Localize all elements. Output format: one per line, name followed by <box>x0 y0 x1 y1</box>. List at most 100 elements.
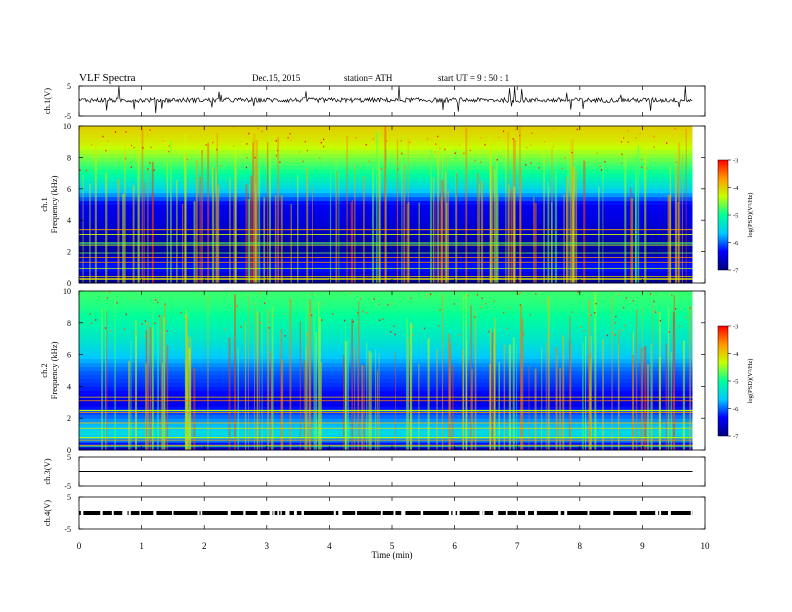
spectrogram-speckle <box>385 139 388 142</box>
sferic-streak <box>441 179 444 283</box>
spectrogram-speckle <box>480 306 483 309</box>
spectrogram-band <box>79 382 693 387</box>
spectrogram-speckle <box>322 138 325 141</box>
spectrogram-speckle <box>373 298 375 300</box>
x-tick-label: 8 <box>578 541 583 551</box>
sferic-streak <box>436 349 438 450</box>
colorbar-tick-label: -6 <box>733 240 739 247</box>
start-time-label: start UT = 9 : 50 : 1 <box>438 73 510 83</box>
ch4-pulse-gap <box>302 510 304 516</box>
spectrogram-speckle <box>219 165 222 167</box>
sferic-streak <box>685 128 687 283</box>
spectrogram-speckle <box>671 294 673 296</box>
spectrogram-speckle <box>571 311 573 313</box>
sferic-streak <box>299 321 301 450</box>
y-tick-label: 5 <box>67 493 71 502</box>
sferic-streak <box>162 362 163 450</box>
spectrogram-speckle <box>625 297 627 299</box>
colorbar-label: log(PSD)(V²/Hz) <box>747 193 754 238</box>
sferic-streak <box>319 317 321 450</box>
sferic-streak <box>297 174 299 283</box>
spectrogram-band <box>79 350 693 356</box>
spectrogram-speckle <box>427 138 429 140</box>
spectrogram-speckle <box>480 161 482 163</box>
spectrogram-speckle <box>596 152 598 154</box>
spectrogram-speckle <box>186 158 188 161</box>
spectrogram-speckle <box>623 137 625 139</box>
x-tick-label: 7 <box>515 541 520 551</box>
sferic-streak <box>401 134 403 283</box>
spectrogram-band <box>79 418 693 423</box>
y-tick-label: 10 <box>63 122 71 131</box>
spectrogram-speckle <box>254 303 256 305</box>
sferic-streak <box>569 340 571 450</box>
spectrogram-speckle <box>641 166 643 169</box>
spectrogram-speckle <box>526 146 528 149</box>
sferic-streak <box>216 133 218 283</box>
spectrogram-speckle <box>201 151 203 153</box>
ch4-pulse-gap <box>197 510 200 516</box>
sferic-streak <box>114 295 116 450</box>
x-tick-label: 6 <box>452 541 457 551</box>
sferic-streak <box>435 201 437 283</box>
sferic-streak <box>157 317 159 450</box>
y-tick-label: 4 <box>67 382 71 391</box>
ch4-pulse-gap <box>610 510 614 516</box>
sferic-streak <box>336 170 338 283</box>
sferic-streak <box>147 321 149 450</box>
sferic-streak <box>396 139 399 283</box>
ch4-axis-label: ch.4(V) <box>42 500 52 526</box>
spectrogram-band <box>79 446 693 451</box>
spectrogram-speckle <box>332 313 334 315</box>
ch4-pulse-gap <box>273 510 275 516</box>
spectrogram-band <box>79 291 693 296</box>
sferic-streak <box>176 179 178 283</box>
ch4-pulse-gap <box>257 510 261 516</box>
spectrogram-speckle <box>246 143 248 145</box>
sferic-streak <box>462 349 465 450</box>
spectrogram-speckle <box>351 292 353 295</box>
spectrogram-speckle <box>79 169 81 171</box>
ch4-pulse-gap <box>659 510 662 516</box>
sferic-streak <box>478 183 480 283</box>
spectrogram-band <box>79 370 693 375</box>
x-tick-label: 2 <box>202 541 207 551</box>
sferic-streak <box>406 318 409 450</box>
sferic-streak <box>672 312 675 450</box>
spectrogram-speckle <box>319 303 321 305</box>
spectrogram-speckle <box>439 309 441 311</box>
sferic-streak <box>493 169 496 283</box>
sferic-streak <box>201 149 203 283</box>
sferic-streak <box>495 151 498 283</box>
spectrogram-speckle <box>518 293 520 295</box>
sferic-streak <box>541 347 543 450</box>
spectrogram-speckle <box>323 145 325 148</box>
spectrogram-speckle <box>649 293 652 295</box>
spectrogram-band <box>79 434 693 439</box>
ch1-axis-label: ch.1(V) <box>42 88 52 114</box>
spectrogram-speckle <box>493 300 495 302</box>
y-tick-label: 10 <box>63 287 71 296</box>
sferic-streak <box>267 309 270 450</box>
ch4-pulse-gap <box>200 510 203 516</box>
spectrogram-speckle <box>453 303 455 305</box>
spectrogram-band <box>79 402 693 407</box>
colorbar-ch2 <box>717 325 729 437</box>
spectrogram-speckle <box>233 145 235 147</box>
spectrogram-speckle <box>104 327 107 329</box>
spectrogram-speckle <box>466 323 468 326</box>
sferic-streak <box>667 307 670 450</box>
spectrogram-speckle <box>387 304 389 306</box>
y-tick-label: 5 <box>67 453 71 462</box>
ch4-pulse-gap <box>280 510 282 516</box>
sferic-streak <box>632 333 634 450</box>
spectrogram-speckle <box>544 140 546 143</box>
sferic-streak <box>280 195 283 283</box>
spectrogram-band <box>79 378 693 383</box>
spectrogram-speckle <box>355 137 357 139</box>
sferic-streak <box>520 305 523 450</box>
spectrogram-speckle <box>522 333 524 336</box>
ch4-pulse-gap <box>355 510 357 516</box>
colorbar-label: log(PSD)(V²/Hz) <box>747 359 754 404</box>
sferic-streak <box>471 369 473 450</box>
